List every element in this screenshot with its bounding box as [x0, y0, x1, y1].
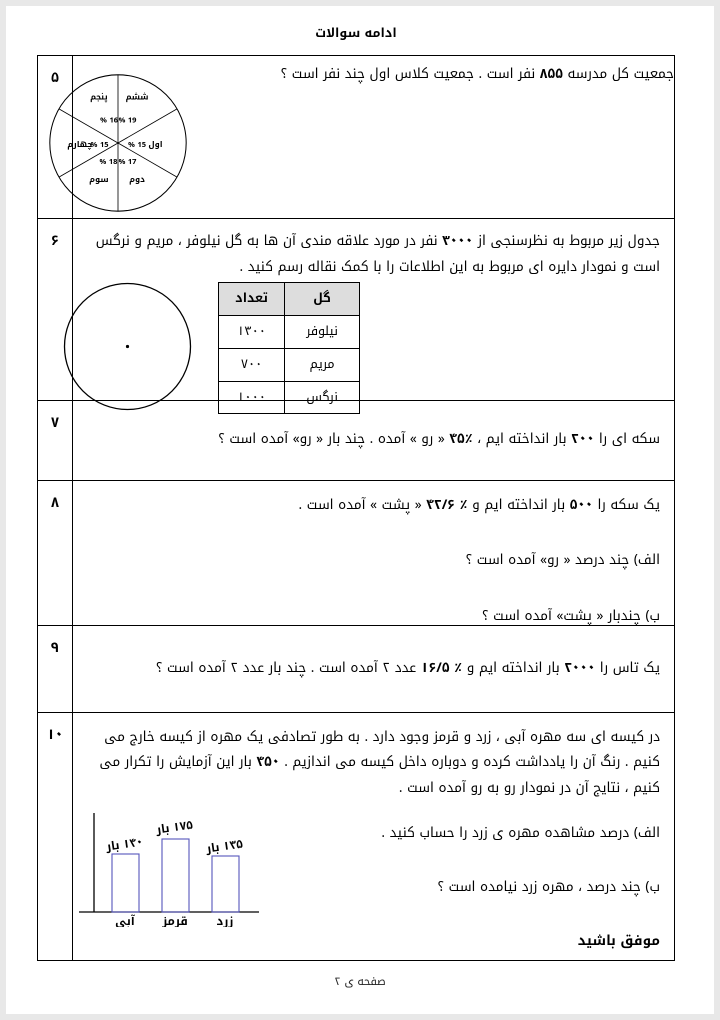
svg-text:چهارم: چهارم: [67, 138, 92, 153]
svg-text:زرد: زرد: [217, 911, 234, 927]
svg-text:15 %: 15 %: [91, 137, 109, 152]
svg-text:ششم: ششم: [126, 90, 149, 105]
svg-text:16 %: 16 %: [100, 113, 119, 128]
svg-text:دوم: دوم: [129, 173, 145, 188]
svg-text:۱۴۰ بار: ۱۴۰ بار: [104, 832, 145, 859]
svg-text:آبی: آبی: [115, 911, 136, 927]
svg-text:15 %: 15 %: [128, 137, 146, 152]
svg-text:پنجم: پنجم: [90, 90, 108, 105]
svg-text:۱۷۵ بار: ۱۷۵ بار: [154, 815, 195, 842]
svg-text:18 %: 18 %: [100, 154, 119, 169]
svg-text:اول: اول: [148, 138, 162, 153]
svg-text:19 %: 19 %: [119, 113, 138, 128]
svg-text:سوم: سوم: [89, 173, 108, 188]
svg-text:قرمز: قرمز: [161, 911, 188, 927]
svg-text:17 %: 17 %: [119, 154, 138, 169]
